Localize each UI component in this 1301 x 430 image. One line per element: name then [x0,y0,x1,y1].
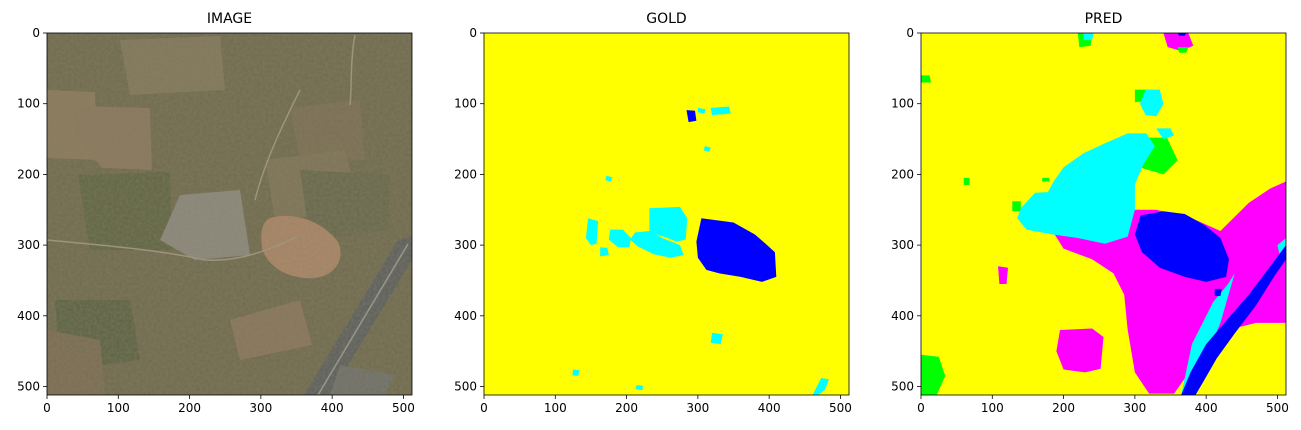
segment-region [1139,89,1164,117]
segment-region [1214,288,1222,296]
x-tick-label: 500 [1266,401,1289,415]
panel-frame [483,32,850,396]
y-tick-label: 0 [469,26,477,40]
y-tick-label: 500 [891,380,914,394]
y-tick-label: 100 [17,97,40,111]
x-tick-label: 100 [107,401,130,415]
x-tick-label: 0 [43,401,51,415]
segment-region [686,110,697,123]
x-tick-label: 300 [1123,401,1146,415]
segment-region [605,175,613,182]
segment-region [572,369,580,376]
y-tick-label: 100 [454,97,477,111]
x-tick-label: 0 [480,401,488,415]
x-tick-label: 100 [981,401,1004,415]
segment-region [1083,33,1094,41]
image-texture [47,33,412,395]
segment-region [1163,33,1194,51]
segment-region [1181,245,1286,395]
segment-region [1177,47,1189,53]
panel-frame [920,32,1287,396]
y-tick-label: 400 [454,309,477,323]
y-tick-label: 500 [454,380,477,394]
y-tick-label: 0 [32,26,40,40]
segment-region [710,106,731,115]
segment-region [1042,177,1050,182]
segmentation-regions-pred [921,33,1286,395]
x-tick-label: 500 [829,401,852,415]
satellite-image [47,33,412,395]
segment-region [1177,33,1187,36]
x-tick-label: 300 [249,401,272,415]
x-tick-label: 300 [686,401,709,415]
x-tick-label: 500 [392,401,415,415]
segment-region [585,218,599,246]
x-tick-label: 400 [321,401,344,415]
segment-region [710,332,723,345]
y-tick-label: 500 [17,380,40,394]
y-tick-label: 300 [454,238,477,252]
segment-region [921,354,946,395]
segment-region [703,146,711,152]
segment-region [1056,328,1104,373]
y-tick-label: 0 [906,26,914,40]
x-tick-label: 200 [178,401,201,415]
y-tick-label: 200 [17,167,40,181]
segment-region [649,206,688,242]
panel-title-gold: GOLD [646,11,686,27]
segment-region [1012,201,1021,212]
y-tick-label: 300 [17,238,40,252]
x-tick-label: 200 [1052,401,1075,415]
segment-region [600,247,609,257]
y-tick-label: 100 [891,97,914,111]
segment-region [1181,273,1235,395]
x-tick-label: 400 [1195,401,1218,415]
panel-title-image: IMAGE [207,11,252,27]
y-tick-label: 400 [891,309,914,323]
segment-region [1017,133,1155,244]
segment-region [921,75,931,83]
x-tick-label: 400 [758,401,781,415]
segmentation-regions-gold [572,106,829,395]
y-tick-label: 400 [17,309,40,323]
panel-frame [46,32,413,396]
x-tick-label: 0 [917,401,925,415]
y-tick-label: 200 [891,167,914,181]
segment-region [812,378,829,395]
segment-region [635,385,643,391]
segment-region [608,229,631,248]
segment-region [630,231,684,258]
segment-region [697,107,706,114]
y-tick-label: 300 [891,238,914,252]
x-tick-label: 100 [544,401,567,415]
segment-region [998,266,1008,284]
segment-region [696,218,777,282]
segment-region [1156,128,1175,140]
segment-region [1134,211,1229,282]
segment-region [963,177,970,185]
x-tick-label: 200 [615,401,638,415]
y-tick-label: 200 [454,167,477,181]
panel-title-pred: PRED [1085,11,1123,27]
